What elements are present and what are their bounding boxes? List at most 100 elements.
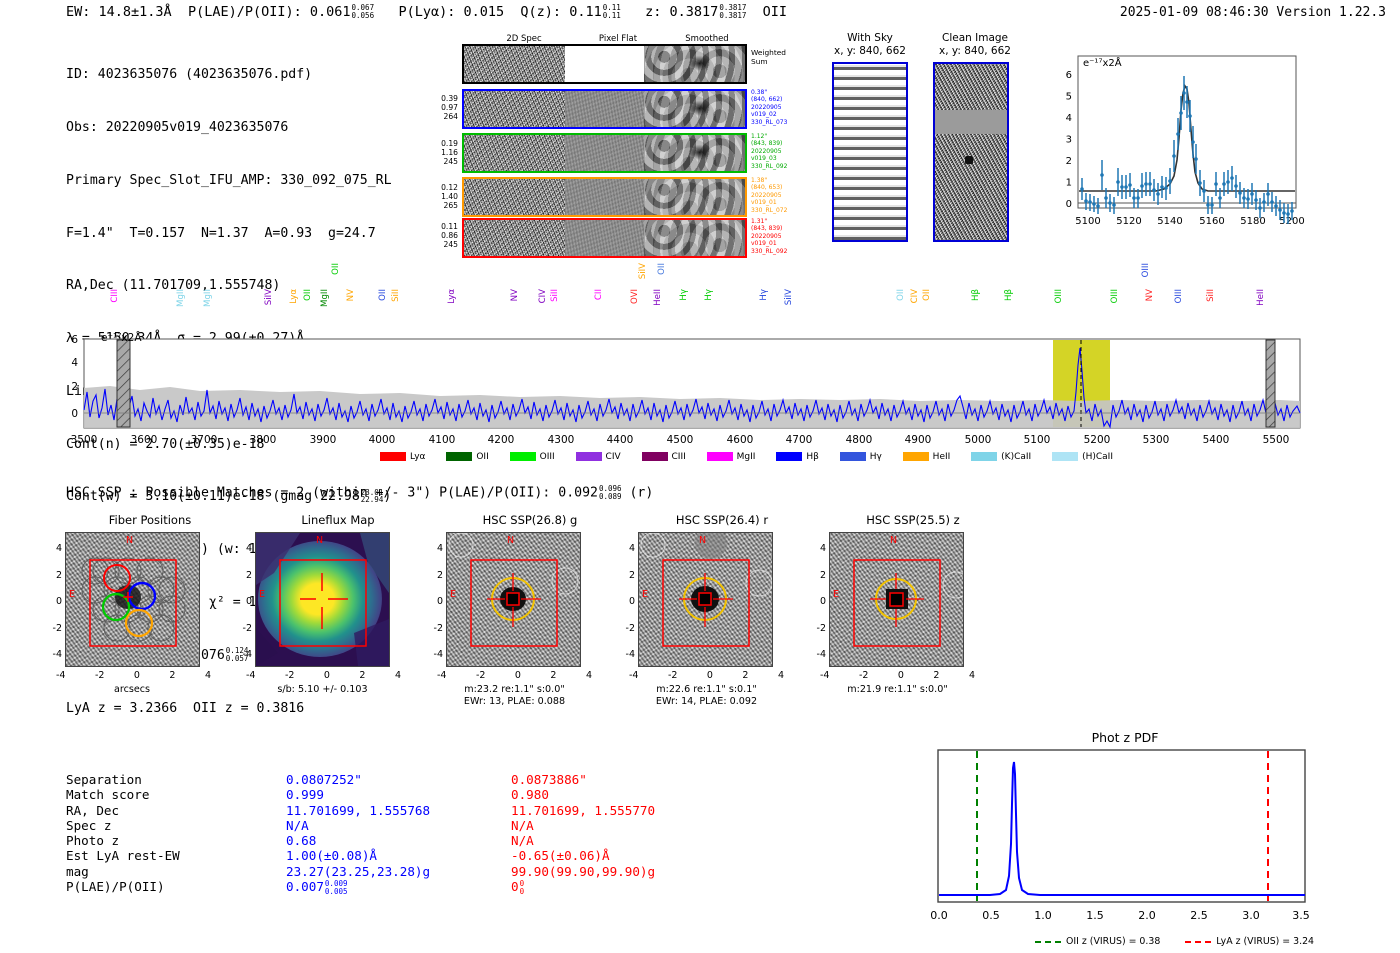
table-row: mag 23.27(23.25,23.28)g 99.90(99.90,99.9…	[66, 864, 655, 879]
row-blue-mag: 23.27(23.25,23.28)g	[286, 863, 431, 879]
info-cont-w-pre: Cont(w) = 3.10(±0.11)e-18 (gmag 22.98	[66, 489, 360, 505]
photz-title: Phot z PDF	[1091, 730, 1159, 745]
header-z: z: 0.3817	[645, 4, 719, 20]
hsc-g-yticks: 4 2 0 -2 -4	[433, 543, 443, 660]
legend-swatch-ciii	[641, 452, 668, 461]
row-label-separation: Separation	[66, 772, 142, 787]
legend-item-hbeta: Hβ	[776, 452, 819, 462]
svg-text:5120: 5120	[1116, 216, 1141, 227]
svg-text:3600: 3600	[131, 434, 158, 446]
lineflux-caption: s/b: 5.10 +/- 0.103	[277, 684, 368, 695]
hsc-r-xticks: -4 -2 0 2 4	[629, 670, 784, 681]
photz-legend-lya-dash	[1185, 940, 1212, 943]
lineflux-xticks: -4 -2 0 2 4	[246, 670, 401, 681]
line-label-NV-b: NV	[510, 289, 520, 302]
header-z-type: OII	[762, 4, 788, 20]
row-red-mag: 99.90(99.90,99.90)g	[511, 863, 656, 879]
svg-text:5: 5	[1066, 92, 1072, 103]
hsc-g-caption: m:23.2 re:1.1" s:0.0" EWr: 13, PLAE: 0.0…	[463, 684, 566, 707]
line-label-MgII-c: MgII	[320, 289, 330, 307]
spec2d-row-1-smoothed	[643, 135, 745, 171]
compass-n-fiber: N	[126, 535, 134, 546]
legend-item-kcaii: (K)CaII	[971, 452, 1031, 462]
row-blue-separation: 0.0807252"	[286, 772, 362, 787]
svg-text:0: 0	[71, 408, 78, 420]
panel-title-hsc-g: HSC SSP(26.8) g	[482, 513, 578, 527]
compass-e-hsc-g: E	[450, 589, 457, 600]
spec2d-row-1-nums: 0.19 1.16 245	[441, 139, 458, 166]
svg-text:3800: 3800	[250, 434, 277, 446]
svg-text:4800: 4800	[846, 434, 873, 446]
line-label-SiII-b: SiII	[550, 289, 560, 302]
summary-header: EW: 14.8±1.3Å P(LAE)/P(OII): 0.0610.067 0…	[66, 4, 787, 20]
header-z-lo: 0.3817	[719, 11, 747, 20]
spec2d-row-1-flat	[565, 135, 644, 171]
spectrum-legend: Lyα OII OIII CIV CIII MgII Hβ Hγ HeII (K…	[380, 452, 1131, 462]
spec2d-row-1-2dspec	[464, 135, 566, 171]
line-label-OIII-b: OIII	[1141, 263, 1151, 278]
spec2d-row-0-smoothed	[643, 91, 745, 127]
full-spectrum-svg: 6 4 2 0 3500 3600 3700 3800 3900 4000 41…	[71, 334, 1301, 446]
spec2d-row-3-flat	[565, 220, 644, 256]
line-label-CIII: CIII	[110, 289, 120, 303]
hsc-r-overlay	[640, 533, 772, 647]
spec2d-title-2dspec: 2D Spec	[506, 34, 542, 44]
svg-text:4300: 4300	[548, 434, 575, 446]
svg-text:2.5: 2.5	[1190, 909, 1208, 922]
photz-pdf-svg: 0.0 0.5 1.0 1.5 2.0 2.5 3.0 3.5	[930, 749, 1310, 922]
line-label-NV-c: NV	[1145, 289, 1155, 302]
line-label-Hgamma-b: Hγ	[704, 289, 714, 301]
line-label-Hgamma-c: Hγ	[759, 289, 769, 301]
info-plae-hi: 0.124	[225, 646, 249, 656]
fiber-positions-overlay	[81, 557, 186, 647]
header-plya: P(Lyα): 0.015	[398, 4, 505, 20]
compass-e-fiber: E	[69, 589, 76, 600]
legend-swatch-oii	[446, 452, 473, 461]
svg-text:3.5: 3.5	[1292, 909, 1310, 922]
svg-text:6: 6	[71, 334, 78, 346]
svg-text:6: 6	[1066, 70, 1072, 81]
svg-text:5000: 5000	[965, 434, 992, 446]
svg-text:5300: 5300	[1143, 434, 1170, 446]
row-label-match-score: Match score	[66, 787, 150, 803]
svg-text:0.5: 0.5	[982, 909, 1000, 922]
table-row: Match score 0.999 0.980	[66, 787, 655, 802]
match-table: Separation 0.0807252" 0.0873886" Match s…	[66, 772, 655, 895]
legend-swatch-hcaii	[1052, 452, 1079, 461]
svg-text:4000: 4000	[369, 434, 396, 446]
row-red-separation: 0.0873886"	[511, 772, 587, 787]
legend-item-mgii: MgII	[706, 452, 755, 462]
spec2d-title-pixelflat: Pixel Flat	[598, 34, 638, 44]
header-qz-lo: 0.11	[602, 11, 621, 20]
emission-line-zoom-plot: 0 1 2 3 4 5 6 5100 5120 5140 5160 5180 5…	[1036, 48, 1306, 262]
hsc-header-text: HSC-SSP : Possible Matches = 2 (within +…	[66, 485, 598, 501]
line-label-MgII-a: MgII	[176, 289, 186, 307]
timestamp-version: 2025-01-09 08:46:30 Version 1.22.3	[1119, 5, 1386, 20]
legend-item-lya: Lyα	[380, 452, 425, 462]
info-cont-n: Cont(n) = 2.70(±0.35)e-18	[66, 436, 265, 452]
hsc-header-lo: 0.089	[598, 491, 622, 501]
info-obs: Obs: 20220905v019_4023635076	[66, 119, 289, 135]
line-label-CII: CII	[594, 289, 604, 301]
header-qz: Q(z): 0.11	[520, 4, 602, 20]
legend-swatch-lya	[380, 452, 406, 461]
svg-text:5160: 5160	[1199, 216, 1224, 227]
line-label-OII-c: OII	[378, 289, 388, 301]
line-label-SiIV-a: SiIV	[264, 289, 274, 306]
svg-text:4200: 4200	[488, 434, 515, 446]
svg-text:3: 3	[1066, 135, 1072, 146]
photz-pdf-plot: 0.0 0.5 1.0 1.5 2.0 2.5 3.0 3.5	[930, 744, 1330, 938]
row-label-photo-z: Photo z	[66, 833, 120, 849]
header-plae-hi: 0.067	[351, 3, 375, 13]
spec2d-title-smoothed: Smoothed	[685, 34, 729, 44]
header-qz-hi: 0.11	[602, 3, 621, 13]
svg-text:2: 2	[1066, 156, 1072, 167]
row-blue-radec: 11.701699, 1.555768	[286, 802, 431, 818]
compass-n-hsc-g: N	[507, 535, 515, 546]
svg-text:3.0: 3.0	[1242, 909, 1260, 922]
row-label-radec: RA, Dec	[66, 802, 120, 818]
row-red-plae-poii: 00 0	[511, 878, 525, 896]
lineflux-map-image: N E	[255, 532, 390, 667]
legend-swatch-hgamma	[839, 452, 866, 461]
compass-e-hsc-z: E	[833, 589, 840, 600]
